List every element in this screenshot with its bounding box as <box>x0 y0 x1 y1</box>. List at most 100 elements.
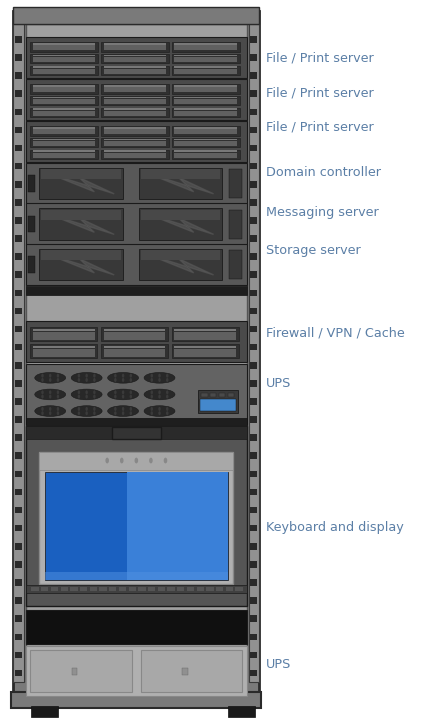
Bar <box>33 129 96 135</box>
Bar <box>101 138 169 148</box>
Bar <box>168 586 175 591</box>
Circle shape <box>166 374 169 378</box>
Ellipse shape <box>35 372 66 383</box>
Bar <box>100 586 107 591</box>
Circle shape <box>78 374 80 378</box>
Ellipse shape <box>108 372 139 383</box>
Circle shape <box>130 407 132 411</box>
Bar <box>26 321 247 362</box>
Bar <box>42 169 121 180</box>
Circle shape <box>49 378 51 382</box>
Bar <box>104 69 166 74</box>
Circle shape <box>85 374 88 378</box>
Bar <box>174 99 237 104</box>
Circle shape <box>151 378 153 382</box>
Circle shape <box>158 374 161 378</box>
Circle shape <box>57 378 59 382</box>
Circle shape <box>158 395 161 399</box>
Circle shape <box>114 378 117 382</box>
Bar <box>13 11 259 695</box>
Bar <box>104 43 166 45</box>
Ellipse shape <box>35 389 66 400</box>
Bar <box>26 610 247 644</box>
Bar <box>33 43 96 45</box>
Bar <box>30 345 97 358</box>
Bar <box>33 153 96 158</box>
Bar <box>104 129 166 135</box>
Bar <box>15 634 22 640</box>
Bar <box>174 67 237 68</box>
Bar <box>39 249 123 280</box>
Ellipse shape <box>71 405 102 416</box>
Bar <box>26 418 247 426</box>
Bar <box>172 66 240 75</box>
Circle shape <box>122 407 124 411</box>
Bar <box>33 345 95 348</box>
Bar <box>104 85 166 87</box>
Circle shape <box>49 407 51 411</box>
Circle shape <box>78 407 80 411</box>
Circle shape <box>122 395 124 399</box>
Bar <box>15 145 22 151</box>
Bar <box>33 349 95 357</box>
Bar <box>101 84 169 93</box>
Circle shape <box>151 374 153 378</box>
Bar <box>33 85 96 87</box>
Bar <box>101 150 169 159</box>
Bar <box>174 69 237 74</box>
Bar <box>104 96 166 98</box>
Bar <box>104 345 165 348</box>
Bar <box>15 398 22 405</box>
Circle shape <box>93 378 96 382</box>
Bar <box>228 706 255 717</box>
Circle shape <box>130 395 132 399</box>
Bar <box>229 169 242 198</box>
Bar <box>15 253 22 260</box>
Bar <box>15 36 22 43</box>
Circle shape <box>122 390 124 395</box>
Polygon shape <box>48 214 114 235</box>
Bar <box>250 290 257 296</box>
Circle shape <box>78 395 80 399</box>
Circle shape <box>166 407 169 411</box>
Bar <box>28 216 35 232</box>
Bar <box>174 129 237 135</box>
Bar <box>15 452 22 459</box>
Bar <box>15 380 22 387</box>
Bar <box>15 507 22 513</box>
Bar <box>15 217 22 224</box>
Bar <box>80 586 87 591</box>
Bar <box>158 586 165 591</box>
Bar <box>250 109 257 115</box>
Circle shape <box>151 390 153 395</box>
Ellipse shape <box>35 405 66 416</box>
Text: UPS: UPS <box>266 658 291 671</box>
Bar <box>236 586 243 591</box>
Bar <box>101 345 168 358</box>
Bar <box>250 471 257 477</box>
Circle shape <box>122 374 124 378</box>
Text: Firewall / VPN / Cache: Firewall / VPN / Cache <box>266 327 405 340</box>
Bar <box>15 326 22 332</box>
Bar <box>15 181 22 188</box>
Circle shape <box>158 411 161 415</box>
Circle shape <box>158 407 161 411</box>
Bar <box>26 646 247 696</box>
Bar <box>250 615 257 622</box>
Bar <box>33 127 96 129</box>
Bar <box>250 670 257 676</box>
Circle shape <box>93 407 96 411</box>
Bar <box>139 249 223 280</box>
Bar <box>33 69 96 74</box>
Bar <box>174 87 237 93</box>
Bar <box>141 169 220 180</box>
Polygon shape <box>48 173 114 194</box>
Circle shape <box>49 374 51 378</box>
Bar <box>172 126 240 135</box>
Bar <box>15 489 22 495</box>
Bar <box>174 109 237 110</box>
Text: Domain controller: Domain controller <box>266 166 381 179</box>
Bar <box>139 209 223 240</box>
Bar <box>250 217 257 224</box>
Bar <box>127 471 228 581</box>
